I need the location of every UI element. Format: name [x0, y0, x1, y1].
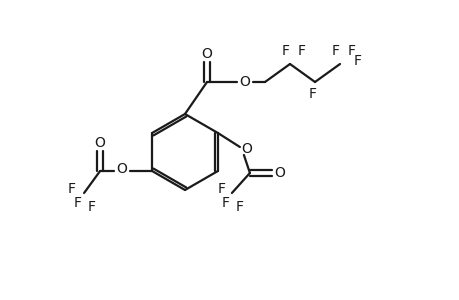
Text: F: F	[74, 196, 82, 210]
Text: F: F	[218, 182, 225, 196]
Text: F: F	[308, 87, 316, 101]
Text: F: F	[221, 196, 230, 210]
Text: O: O	[274, 166, 285, 180]
Text: O: O	[239, 75, 250, 89]
Text: F: F	[88, 200, 96, 214]
Text: O: O	[117, 162, 127, 176]
Text: O: O	[95, 136, 105, 150]
Text: F: F	[297, 44, 305, 58]
Text: F: F	[68, 182, 76, 196]
Text: O: O	[241, 142, 252, 156]
Text: F: F	[235, 200, 243, 214]
Text: F: F	[347, 44, 355, 58]
Text: O: O	[201, 47, 212, 61]
Text: F: F	[353, 54, 361, 68]
Text: F: F	[281, 44, 289, 58]
Text: F: F	[331, 44, 339, 58]
